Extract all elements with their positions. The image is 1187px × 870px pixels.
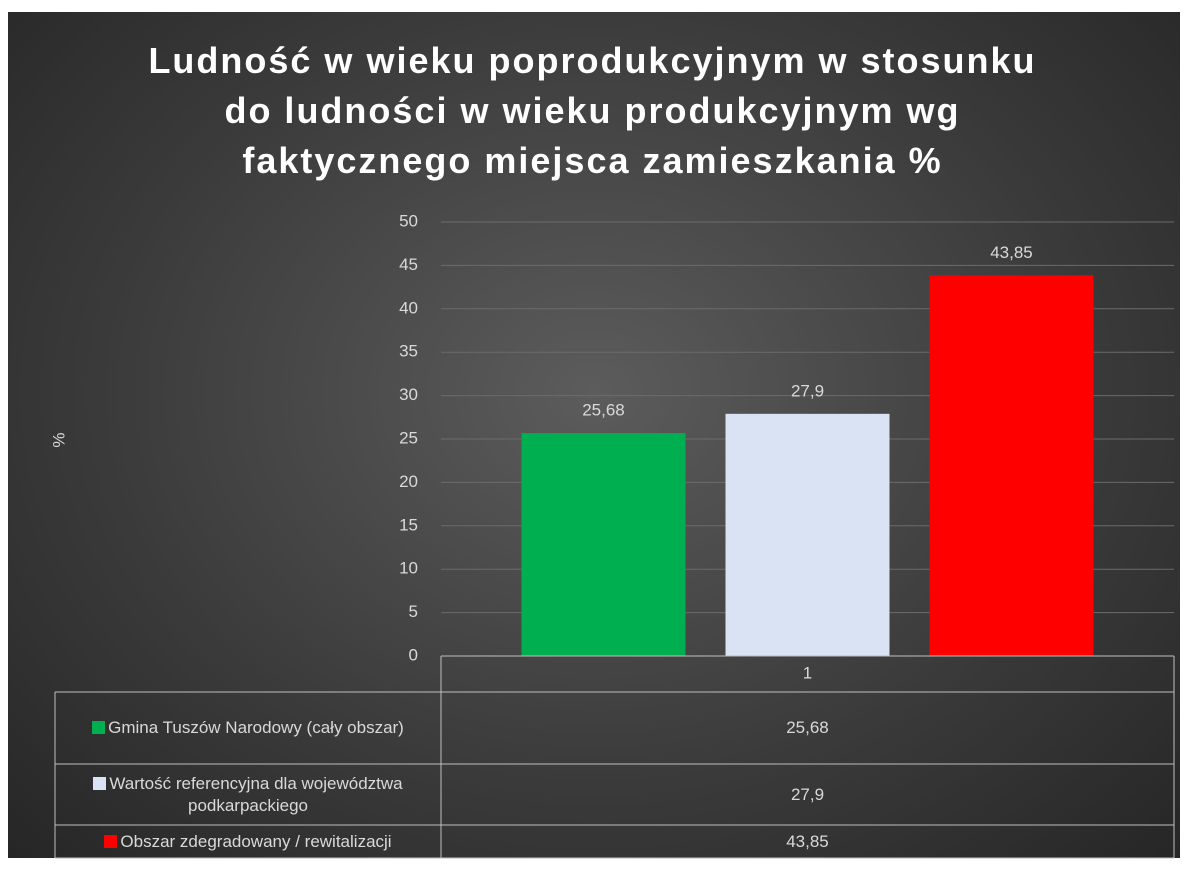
y-tick-label: 40 bbox=[399, 298, 418, 317]
x-tick-label: 1 bbox=[803, 663, 812, 682]
legend-swatch bbox=[93, 776, 107, 790]
bar bbox=[929, 275, 1094, 656]
y-tick-label: 20 bbox=[399, 472, 418, 491]
legend-cell: Obszar zdegradowany / rewitalizacji bbox=[55, 825, 441, 858]
table-value: 27,9 bbox=[790, 784, 825, 804]
chart-title: Ludność w wieku poprodukcyjnym w stosunk… bbox=[148, 40, 1037, 181]
y-tick-label: 45 bbox=[399, 255, 418, 274]
data-label: 27,9 bbox=[791, 381, 824, 400]
y-tick-label: 50 bbox=[399, 211, 418, 230]
legend-cell: Wartość referencyjna dla województwa pod… bbox=[55, 764, 441, 825]
y-axis-label: % bbox=[49, 432, 68, 447]
table-value: 25,68 bbox=[786, 718, 829, 737]
legend-swatch bbox=[104, 834, 118, 848]
legend-label: Wartość referencyjna dla województwa pod… bbox=[109, 773, 403, 815]
y-tick-label: 5 bbox=[409, 602, 418, 621]
legend-label: Obszar zdegradowany / rewitalizacji bbox=[120, 831, 392, 851]
y-tick-label: 25 bbox=[399, 428, 418, 447]
legend-swatch bbox=[92, 721, 106, 734]
data-label: 43,85 bbox=[990, 243, 1033, 262]
legend-entry: Wartość referencyjna dla województwa pod… bbox=[59, 773, 437, 817]
table-value: 43,85 bbox=[786, 831, 829, 851]
bar bbox=[521, 433, 686, 656]
legend-entry: Gmina Tuszów Narodowy (cały obszar) bbox=[92, 717, 404, 739]
bar bbox=[725, 413, 890, 656]
legend-entry: Obszar zdegradowany / rewitalizacji bbox=[104, 831, 392, 853]
y-tick-label: 30 bbox=[399, 385, 418, 404]
y-tick-label: 35 bbox=[399, 342, 418, 361]
data-label: 25,68 bbox=[582, 401, 625, 420]
y-tick-label: 0 bbox=[409, 645, 418, 664]
y-tick-label: 10 bbox=[399, 559, 418, 578]
legend-cell: Gmina Tuszów Narodowy (cały obszar) bbox=[55, 692, 441, 764]
y-tick-label: 15 bbox=[399, 515, 418, 534]
legend-label: Gmina Tuszów Narodowy (cały obszar) bbox=[108, 718, 404, 737]
